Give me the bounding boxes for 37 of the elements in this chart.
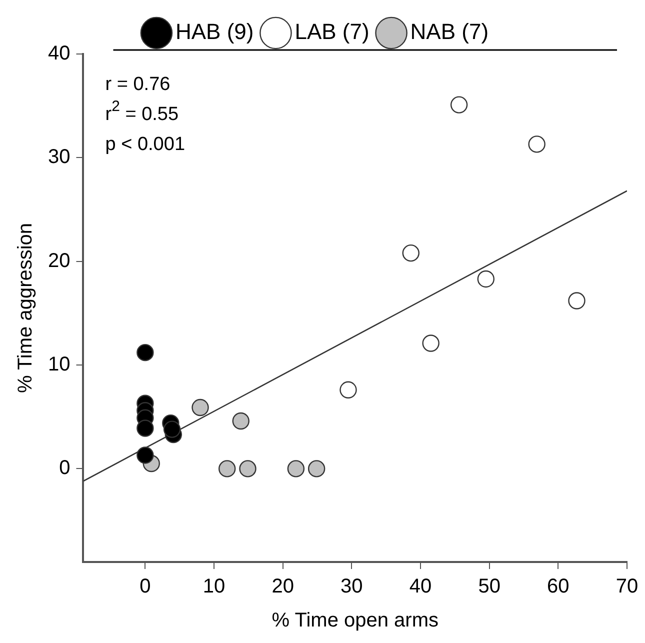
point — [528, 136, 546, 153]
x-tick-label: 60 — [547, 576, 570, 598]
x-tick-label: 70 — [616, 576, 638, 598]
point — [450, 96, 468, 114]
annotation: r = 0.76 — [105, 74, 170, 95]
y-tick-label: 0 — [59, 457, 70, 480]
y-tick-label: 20 — [48, 250, 70, 272]
point — [218, 460, 236, 478]
y-tick-label: 30 — [48, 146, 70, 168]
point — [232, 412, 250, 430]
x-tick-label: 50 — [478, 576, 500, 598]
y-axis-title: % Time aggression — [14, 222, 37, 394]
point — [239, 460, 256, 478]
x-tick-label: 20 — [272, 576, 294, 598]
x-tick-label: 40 — [409, 576, 432, 598]
legend-label: LAB (7) — [294, 19, 370, 44]
x-tick-label: 30 — [340, 576, 363, 598]
point — [568, 292, 586, 310]
annotation: p < 0.001 — [105, 134, 186, 155]
legend-label: HAB (9) — [175, 19, 254, 44]
x-tick-label: 10 — [202, 576, 226, 598]
point — [136, 344, 154, 362]
point — [422, 334, 440, 352]
point — [163, 420, 181, 438]
point — [287, 460, 305, 478]
point — [136, 446, 154, 464]
point — [402, 244, 420, 262]
point — [340, 381, 357, 398]
x-tick-label: 0 — [140, 576, 151, 598]
point — [477, 270, 494, 288]
point — [136, 420, 154, 437]
point — [308, 460, 326, 478]
x-axis-title: % Time open arms — [272, 610, 438, 632]
legend-label: NAB (7) — [410, 19, 489, 44]
point — [192, 398, 209, 416]
y-tick-label: 10 — [48, 354, 70, 376]
y-tick-label: 40 — [48, 42, 70, 65]
